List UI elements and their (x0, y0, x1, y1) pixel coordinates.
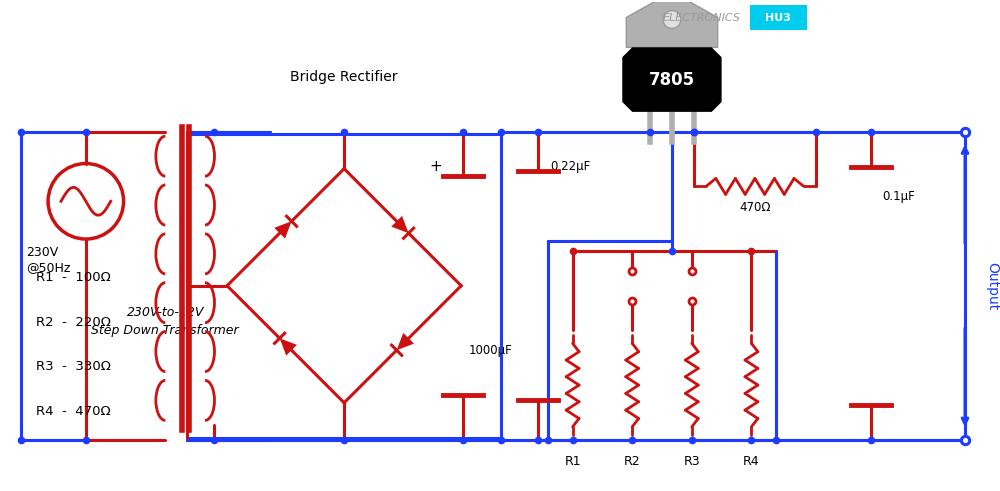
Text: R4  -  470Ω: R4 - 470Ω (36, 405, 111, 418)
Text: R2  -  220Ω: R2 - 220Ω (36, 316, 111, 328)
Text: 7805: 7805 (649, 71, 695, 88)
Text: 470Ω: 470Ω (739, 201, 771, 214)
Polygon shape (622, 47, 722, 112)
Text: Output: Output (985, 262, 999, 310)
Polygon shape (274, 221, 292, 239)
Text: 230V
@50Hz: 230V @50Hz (26, 246, 71, 274)
Text: 0.1μF: 0.1μF (883, 190, 915, 203)
Polygon shape (280, 338, 297, 355)
FancyBboxPatch shape (750, 4, 807, 30)
Text: HU3: HU3 (765, 12, 791, 23)
Text: R3  -  330Ω: R3 - 330Ω (36, 360, 111, 373)
Polygon shape (626, 0, 718, 47)
Text: R2: R2 (624, 455, 641, 467)
Text: R3: R3 (684, 455, 700, 467)
Text: 230V-to-12V
Step Down Transformer: 230V-to-12V Step Down Transformer (91, 305, 239, 337)
Text: Bridge Rectifier: Bridge Rectifier (290, 70, 398, 84)
Text: R4: R4 (743, 455, 760, 467)
Text: ELECTRONICS: ELECTRONICS (663, 12, 741, 23)
Circle shape (663, 10, 681, 28)
Text: +: + (429, 159, 442, 174)
Text: R1  -  100Ω: R1 - 100Ω (36, 271, 111, 284)
Polygon shape (397, 333, 414, 350)
Text: 0.22μF: 0.22μF (550, 160, 590, 173)
Text: R1: R1 (564, 455, 581, 467)
Text: 1000μF: 1000μF (468, 344, 512, 357)
Polygon shape (391, 216, 409, 233)
